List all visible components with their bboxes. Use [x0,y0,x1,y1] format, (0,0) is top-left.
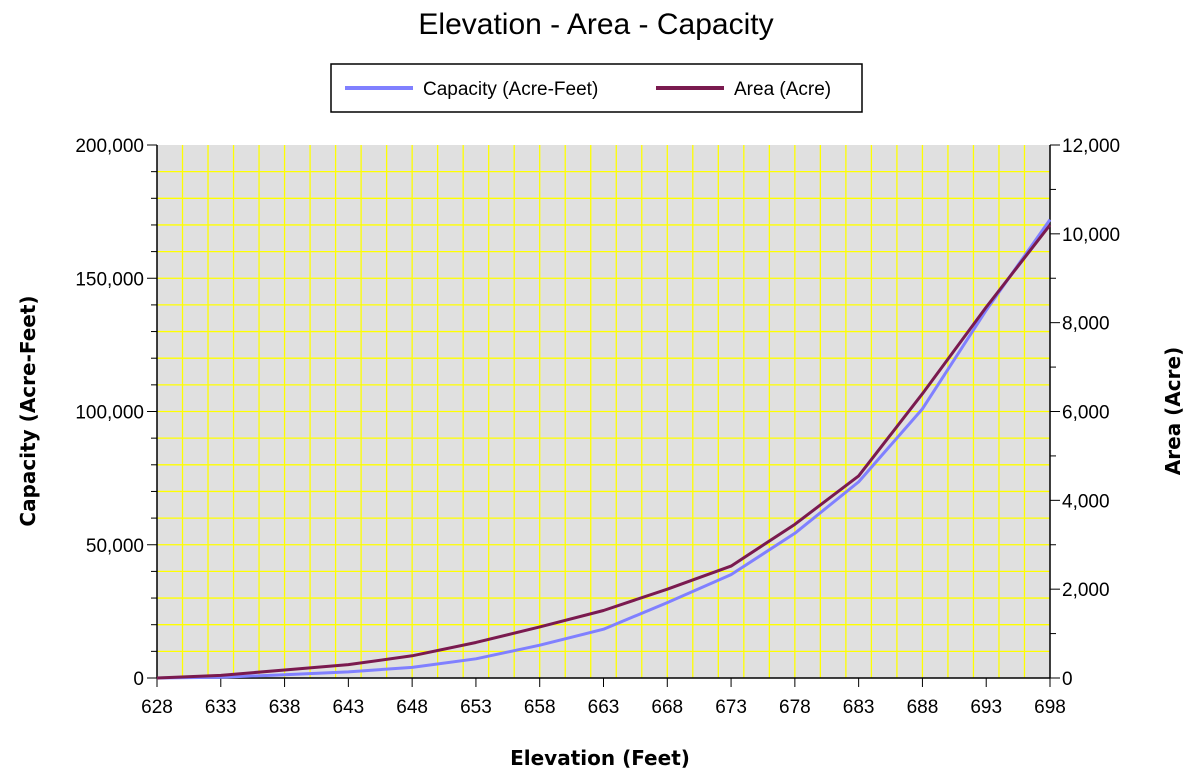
x-tick-label: 663 [588,697,620,718]
grid [157,145,1050,678]
x-tick-label: 653 [460,697,492,718]
y-tick-label: 0 [133,669,144,690]
series-lines [156,218,1052,680]
chart-title: Elevation - Area - Capacity [418,8,773,41]
series-line-area [156,224,1052,680]
y-tick-label: 150,000 [75,269,144,290]
y2-tick-labels: 0 2,000 4,000 6,000 8,000 10,000 12,000 [1062,136,1120,690]
y2-tick-label: 0 [1062,669,1073,690]
y2-tick-label: 12,000 [1062,136,1120,157]
x-tick-label: 698 [1034,697,1066,718]
x-tick-label: 658 [524,697,556,718]
x-tick-label: 668 [651,697,683,718]
x-tick-label: 693 [970,697,1002,718]
x-tick-label: 648 [396,697,428,718]
y2-tick-label: 10,000 [1062,225,1120,246]
y2-axis-title: Area (Acre) [1161,347,1185,475]
y2-tick-label: 2,000 [1062,580,1110,601]
x-tick-label: 638 [269,697,301,718]
x-tick-label: 628 [141,697,173,718]
x-tick-label: 673 [715,697,747,718]
legend-label-area: Area (Acre) [734,79,831,100]
x-axis-title: Elevation (Feet) [510,746,690,770]
y2-tick-label: 8,000 [1062,314,1110,335]
y-tick-label: 100,000 [75,403,144,424]
x-tick-labels: 628 633 638 643 648 653 658 663 668 673 678 683 688 6… [141,697,1066,718]
x-tick-label: 683 [843,697,875,718]
axes [147,144,1060,687]
y-axis-title: Capacity (Acre-Feet) [16,295,40,526]
y-tick-label: 50,000 [86,536,144,557]
y2-tick-label: 6,000 [1062,403,1110,424]
series-line-capacity [156,218,1052,680]
legend: Capacity (Acre-Feet) Area (Acre) [330,63,863,113]
x-tick-label: 678 [779,697,811,718]
legend-label-capacity: Capacity (Acre-Feet) [423,79,598,100]
legend-box [330,63,863,113]
x-tick-label: 633 [205,697,237,718]
x-tick-label: 643 [333,697,365,718]
y-tick-labels: 0 50,000 100,000 150,000 200,000 [75,136,144,690]
y2-tick-label: 4,000 [1062,491,1110,512]
y-tick-label: 200,000 [75,136,144,157]
x-tick-label: 688 [907,697,939,718]
